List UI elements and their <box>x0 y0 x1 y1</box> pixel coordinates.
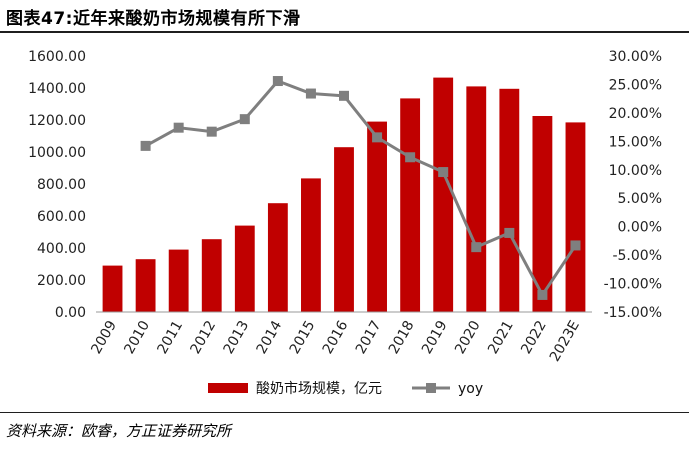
yoy-point-2012 <box>206 126 217 137</box>
yoy-line <box>144 79 577 297</box>
left-tick-label: 0.00 <box>55 305 86 321</box>
right-axis: -15.00% -10.00% -5.00% 0.00% 5.00% 10.00% 15.0… <box>604 49 662 321</box>
right-tick-label: 5.00% <box>618 191 662 207</box>
right-tick-label: 20.00% <box>609 106 662 122</box>
left-tick-label: 1400.00 <box>28 81 86 97</box>
left-tick-label: 800.00 <box>37 177 86 193</box>
legend-bar-label: 酸奶市场规模，亿元 <box>256 380 382 397</box>
yoy-point-2016 <box>339 90 349 101</box>
legend: 酸奶市场规模，亿元 yoy <box>208 380 483 397</box>
yoy-point-2018 <box>405 152 416 163</box>
x-axis: 2009 2010 2011 2012 2013 2014 2015 2016 2017 2018… <box>88 318 583 365</box>
figure-title: 图表47:近年来酸奶市场规模有所下滑 <box>6 9 301 29</box>
left-tick-label: 1600.00 <box>28 49 86 65</box>
right-tick-label: -5.00% <box>612 248 662 264</box>
bar-2018 <box>400 98 421 313</box>
yoy-point-2021 <box>504 227 515 238</box>
yoy-point-2015 <box>305 88 316 99</box>
bar-2010 <box>135 259 156 312</box>
right-tick-label: 10.00% <box>609 163 662 179</box>
title-rule <box>0 31 689 33</box>
bar-2017 <box>367 121 387 312</box>
x-tick-label: 2020 <box>452 318 484 357</box>
x-tick-label: 2011 <box>154 318 186 357</box>
x-tick-label: 2016 <box>320 318 352 357</box>
bar-2021 <box>499 88 520 312</box>
yoy-point-2022 <box>537 289 548 300</box>
yoy-point-2013 <box>239 114 250 125</box>
x-tick-label: 2022 <box>518 318 550 357</box>
legend-bar-swatch <box>208 383 248 393</box>
x-tick-label: 2012 <box>188 318 220 357</box>
yoy-point-2014 <box>272 76 283 87</box>
bar-2022 <box>532 116 553 312</box>
x-tick-label: 2010 <box>121 318 153 357</box>
yoy-line-series <box>140 76 581 300</box>
bar-series <box>102 77 586 313</box>
right-tick-label: 0.00% <box>618 220 662 236</box>
x-tick-label: 2018 <box>386 318 418 357</box>
x-tick-label: 2015 <box>287 318 319 357</box>
yoy-point-2011 <box>173 122 184 133</box>
left-tick-label: 400.00 <box>37 241 86 257</box>
yoy-point-2023E <box>570 240 581 251</box>
left-tick-label: 200.00 <box>37 273 86 289</box>
yoy-point-2019 <box>438 167 449 178</box>
left-tick-label: 600.00 <box>37 209 86 225</box>
bar-2011 <box>168 249 189 312</box>
bottom-rule <box>0 412 689 413</box>
yoy-point-2010 <box>140 140 151 151</box>
right-tick-label: -15.00% <box>604 305 662 321</box>
x-tick-label: 2009 <box>88 318 120 357</box>
left-tick-label: 1000.00 <box>28 145 86 161</box>
yoy-point-2017 <box>372 132 383 143</box>
bar-2019 <box>433 77 454 312</box>
bar-2012 <box>201 239 222 312</box>
left-tick-label: 1200.00 <box>28 113 86 129</box>
chart: 0.00 200.00 400.00 600.00 800.00 1000.00 1200.… <box>28 49 662 397</box>
x-tick-label: 2023E <box>547 318 583 365</box>
x-tick-label: 2014 <box>254 318 286 357</box>
right-tick-label: 15.00% <box>609 134 662 150</box>
x-tick-label: 2017 <box>353 318 385 357</box>
bar-2013 <box>234 225 255 312</box>
x-tick-label: 2019 <box>419 318 451 357</box>
right-tick-label: 30.00% <box>609 49 662 65</box>
yoy-point-2020 <box>471 242 482 253</box>
left-axis: 0.00 200.00 400.00 600.00 800.00 1000.00 1200.… <box>28 49 86 321</box>
bar-2009 <box>102 265 123 312</box>
legend-line-label: yoy <box>458 381 483 397</box>
right-tick-label: -10.00% <box>604 277 662 293</box>
x-tick-label: 2013 <box>221 318 253 357</box>
x-tick-label: 2021 <box>485 318 517 357</box>
bar-2020 <box>466 86 487 313</box>
bar-2014 <box>267 203 288 312</box>
bar-2023E <box>565 122 586 313</box>
right-tick-label: 25.00% <box>609 77 662 93</box>
bar-2015 <box>301 178 321 312</box>
bar-2016 <box>334 147 354 312</box>
source-note: 资料来源：欧睿，方正证券研究所 <box>6 422 232 440</box>
legend-line-marker <box>426 383 436 393</box>
